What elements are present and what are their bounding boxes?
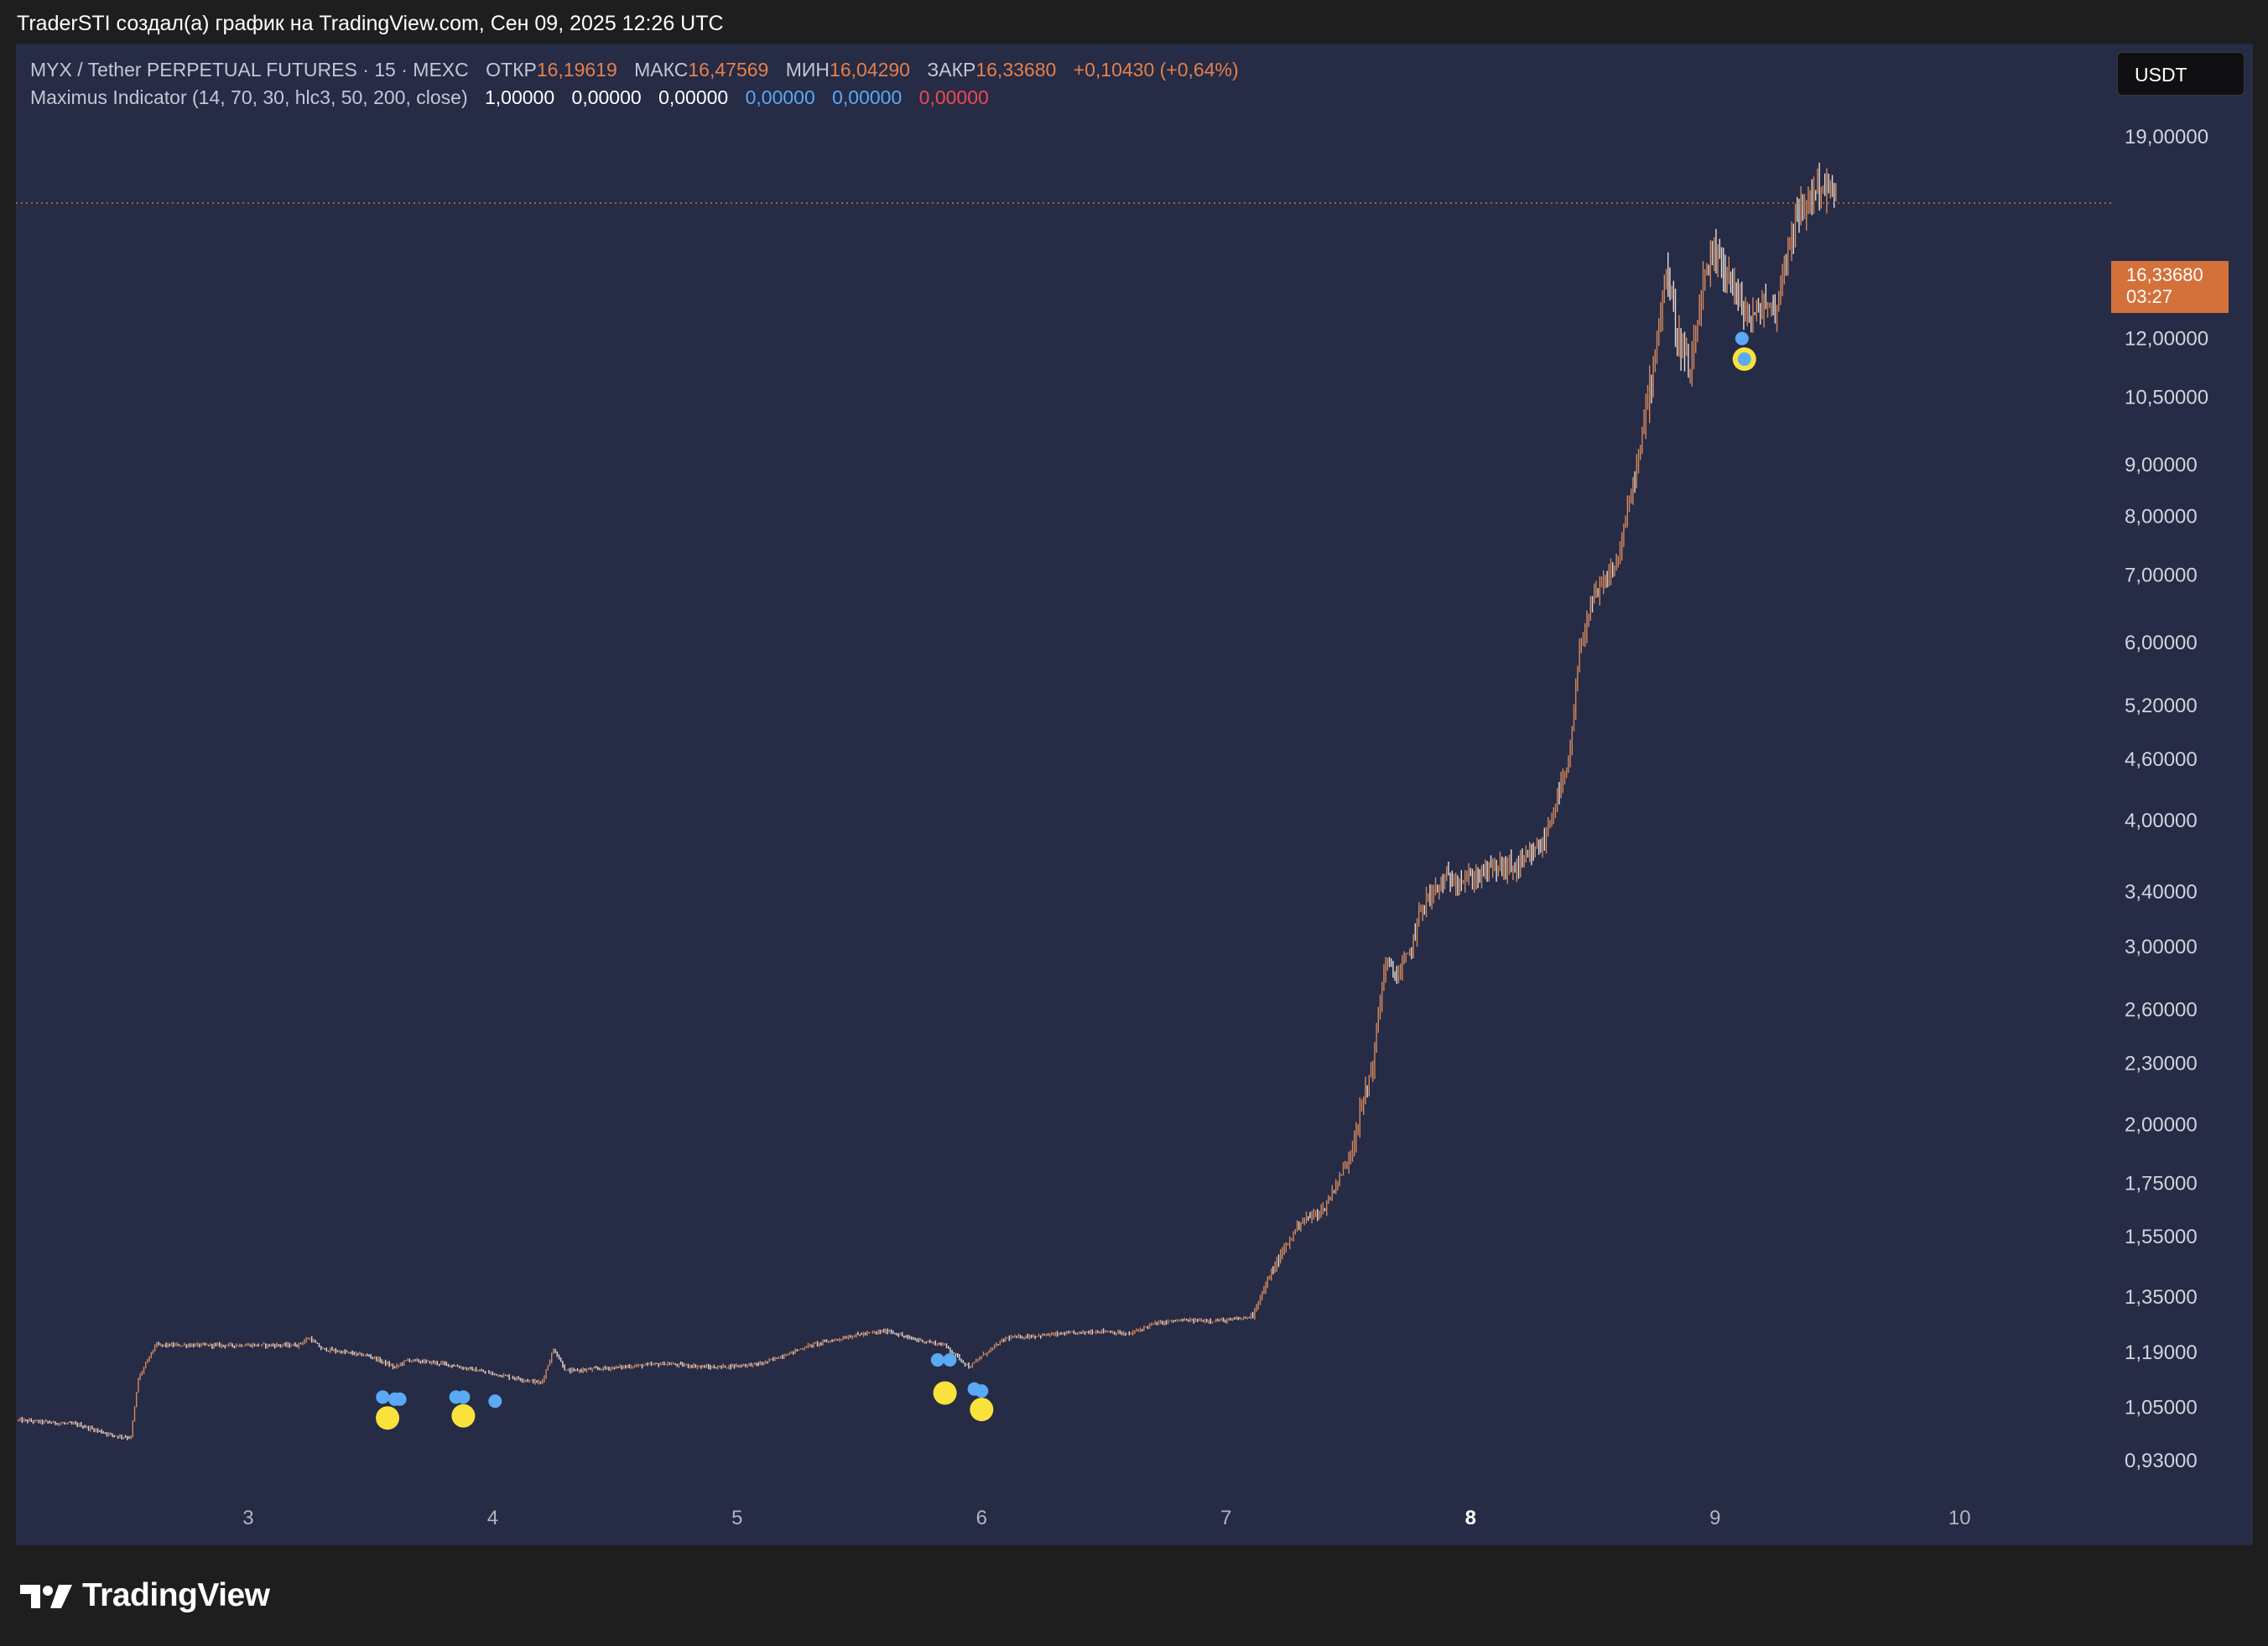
price-axis-label: 1,19000 [2125,1341,2198,1364]
price-axis-label: 2,00000 [2125,1114,2198,1137]
indicator-legend: Maximus Indicator (14, 70, 30, hlc3, 50,… [30,86,1001,109]
price-axis-label: 1,75000 [2125,1172,2198,1195]
price-axis-label: 4,60000 [2125,748,2198,771]
price-axis-label: 5,20000 [2125,695,2198,717]
indicator-value-6: 0,00000 [918,86,989,108]
price-axis: 22,0000019,0000014,0000012,0000010,50000… [2125,61,2208,1472]
time-axis-label: 5 [731,1507,742,1529]
signal-blue-dot [376,1390,390,1404]
signal-blue-dot [1737,352,1751,367]
close-label: ЗАКР [927,59,976,81]
indicator-value-3: 0,00000 [658,86,729,108]
candles [18,163,1837,1440]
close-value: 16,33680 [975,59,1057,81]
symbol-name[interactable]: MYX / Tether PERPETUAL FUTURES · 15 · ME… [30,59,469,81]
signal-blue-dot [975,1384,989,1399]
time-axis-label: 3 [242,1507,253,1529]
time-axis-label: 4 [487,1507,498,1529]
signal-blue-dot [488,1394,502,1409]
low-label: МИН [785,59,830,81]
price-axis-label: 1,35000 [2125,1286,2198,1309]
low-value: 16,04290 [830,59,910,81]
chart-caption: TraderSTI создал(а) график на TradingVie… [17,12,724,35]
price-chart[interactable]: 22,0000019,0000014,0000012,0000010,50000… [16,44,2253,1545]
price-axis-label: 1,05000 [2125,1397,2198,1419]
price-axis-label: 9,00000 [2125,454,2198,477]
time-axis-label: 6 [976,1507,987,1529]
signal-yellow-dot [451,1404,476,1428]
price-axis-label: 0,93000 [2125,1450,2198,1472]
time-axis: 3 4 5 6 7 8 9 10 [242,1507,1970,1529]
tradingview-logo-text: TradingView [82,1577,270,1613]
signal-yellow-dot [933,1381,957,1405]
signal-blue-dot [1735,331,1749,346]
price-axis-label: 4,00000 [2125,810,2198,832]
signal-blue-dot [456,1390,471,1404]
last-price-value: 16,33680 [2126,264,2203,285]
price-axis-label: 8,00000 [2125,506,2198,529]
signal-blue-dot [393,1392,407,1406]
high-value: 16,47569 [688,59,769,81]
price-axis-label: 3,00000 [2125,936,2198,959]
tradingview-logo[interactable]: TradingView [20,1577,270,1614]
time-axis-label: 9 [1709,1507,1720,1529]
price-axis-label: 7,00000 [2125,564,2198,586]
time-axis-label: 8 [1465,1507,1476,1529]
signal-yellow-dot [970,1398,994,1422]
tradingview-logo-icon [20,1585,72,1608]
indicator-value-2: 0,00000 [571,86,642,108]
indicator-signals [376,331,1756,1430]
last-price-tag: 16,33680 03:27 [2111,261,2229,313]
signal-yellow-dot [376,1406,400,1430]
price-axis-label: 6,00000 [2125,632,2198,654]
price-axis-label: 12,00000 [2125,328,2208,351]
indicator-name[interactable]: Maximus Indicator (14, 70, 30, hlc3, 50,… [30,86,468,108]
price-axis-label: 10,50000 [2125,386,2208,409]
open-value: 16,19619 [536,59,617,81]
price-axis-label: 2,60000 [2125,998,2198,1021]
ohlc-legend: MYX / Tether PERPETUAL FUTURES · 15 · ME… [30,59,1251,81]
chart-area[interactable]: 22,0000019,0000014,0000012,0000010,50000… [16,44,2253,1545]
price-axis-label: 2,30000 [2125,1053,2198,1076]
time-axis-label: 10 [1948,1507,1971,1529]
bar-countdown: 03:27 [2126,286,2173,307]
signal-blue-dot [930,1353,944,1367]
currency-selector-button[interactable]: USDT [2117,52,2245,96]
signal-blue-dot [943,1353,957,1367]
indicator-value-1: 1,00000 [485,86,555,108]
high-label: МАКС [634,59,689,81]
indicator-value-4: 0,00000 [745,86,815,108]
price-axis-label: 3,40000 [2125,881,2198,904]
open-label: ОТКР [486,59,537,81]
time-axis-label: 7 [1220,1507,1231,1529]
change-value: +0,10430 (+0,64%) [1073,59,1239,81]
price-axis-label: 1,55000 [2125,1226,2198,1248]
price-axis-label: 19,00000 [2125,126,2208,148]
indicator-value-5: 0,00000 [832,86,903,108]
